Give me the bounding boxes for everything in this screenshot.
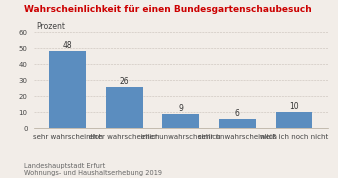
Text: 48: 48 xyxy=(63,41,73,50)
Bar xyxy=(106,87,143,128)
Bar xyxy=(275,112,312,128)
Text: Prozent: Prozent xyxy=(37,22,66,31)
Bar xyxy=(163,114,199,128)
Text: Wahrscheinlichkeit für einen Bundesgartenschaubesuch: Wahrscheinlichkeit für einen Bundesgarte… xyxy=(24,5,311,14)
Text: Landeshauptstadt Erfurt
Wohnungs- und Haushaltserhebung 2019: Landeshauptstadt Erfurt Wohnungs- und Ha… xyxy=(24,163,162,176)
Bar xyxy=(219,119,256,128)
Text: 10: 10 xyxy=(289,102,299,111)
Text: 26: 26 xyxy=(119,77,129,86)
Text: 6: 6 xyxy=(235,109,240,118)
Text: 9: 9 xyxy=(178,104,183,113)
Bar xyxy=(49,51,86,128)
